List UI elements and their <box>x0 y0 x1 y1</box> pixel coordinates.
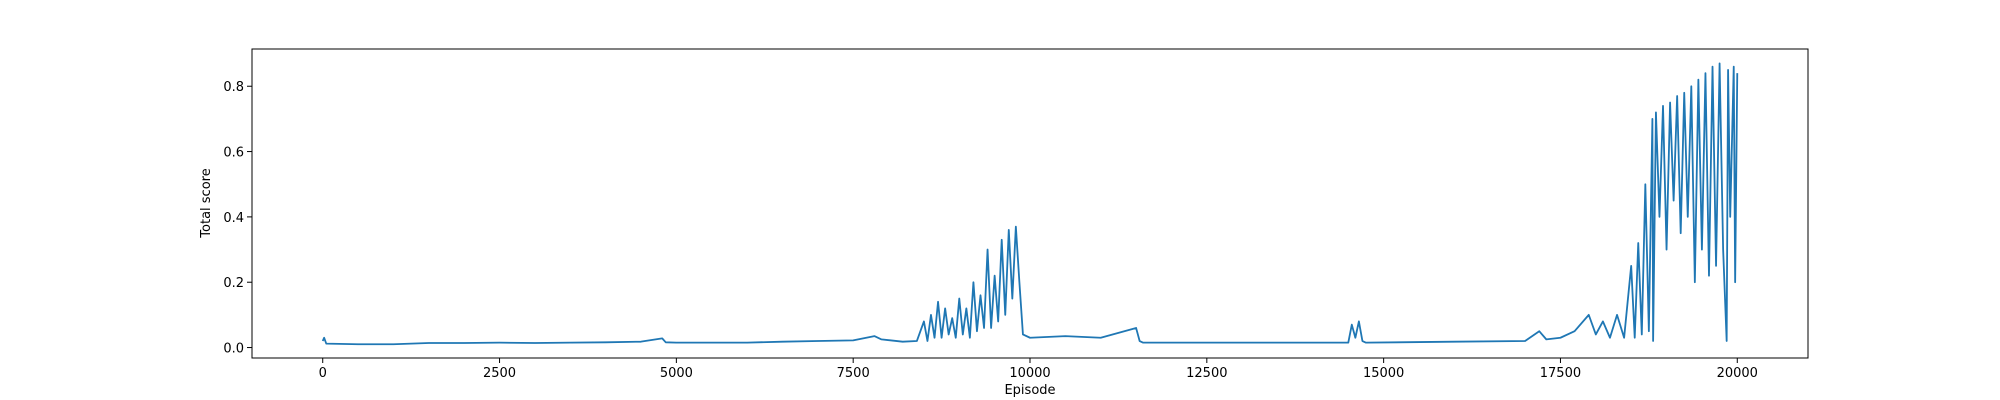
x-tick-label: 7500 <box>837 366 870 381</box>
data-line <box>321 62 1739 346</box>
x-tick-label: 17500 <box>1540 366 1581 381</box>
y-tick-label: 0.0 <box>223 342 244 357</box>
y-axis-label: Total score <box>199 168 214 238</box>
y-tick-label: 0.4 <box>223 211 244 226</box>
x-tick-label: 5000 <box>660 366 693 381</box>
x-tick-label: 12500 <box>1186 366 1227 381</box>
y-tick-label: 0.6 <box>223 146 244 161</box>
x-tick-label: 2500 <box>483 366 516 381</box>
x-tick-label: 15000 <box>1363 366 1404 381</box>
plot-frame <box>251 48 1809 359</box>
y-tick-label: 0.8 <box>223 80 244 95</box>
x-tick-label: 20000 <box>1717 366 1758 381</box>
y-tick-label: 0.2 <box>223 276 244 291</box>
x-tick-label: 10000 <box>1009 366 1050 381</box>
x-tick-label: 0 <box>319 366 327 381</box>
x-axis-label: Episode <box>1004 383 1055 398</box>
